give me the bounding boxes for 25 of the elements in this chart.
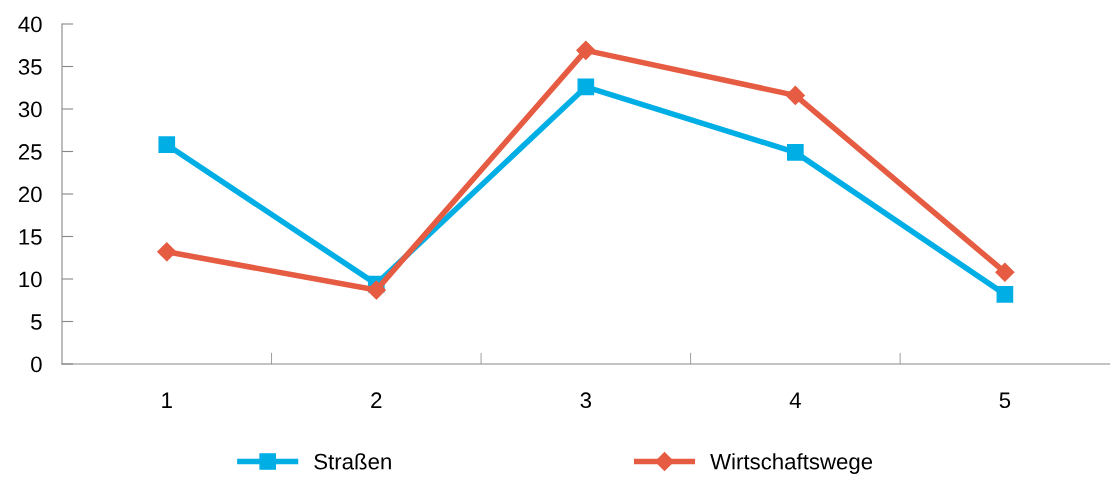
y-tick-label: 35 xyxy=(18,59,42,75)
point xyxy=(995,262,1015,282)
point xyxy=(576,40,596,60)
point xyxy=(577,78,595,96)
point xyxy=(996,285,1014,303)
y-tick-label: 40 xyxy=(18,16,42,33)
y-tick-label: 0 xyxy=(31,356,42,373)
x-tick-label: 3 xyxy=(580,392,592,409)
y-tick-label: 15 xyxy=(19,229,42,245)
y-tick-label: 20 xyxy=(18,186,42,203)
point xyxy=(158,136,176,154)
y-tick-label: 30 xyxy=(18,101,42,118)
x-tick-label: 5 xyxy=(999,392,1011,409)
legend-label: Wirtschaftswege xyxy=(710,453,873,474)
point xyxy=(785,85,805,105)
x-tick-label: 2 xyxy=(371,392,382,408)
y-tick-label: 10 xyxy=(19,271,42,288)
point xyxy=(787,144,804,161)
y-tick-label: 5 xyxy=(31,314,42,330)
point xyxy=(366,280,386,300)
x-tick-label: 1 xyxy=(162,392,172,408)
legend-label: Straßen xyxy=(314,453,391,470)
x-tick-label: 4 xyxy=(789,392,801,408)
point xyxy=(157,242,177,262)
y-tick-label: 25 xyxy=(18,144,42,160)
